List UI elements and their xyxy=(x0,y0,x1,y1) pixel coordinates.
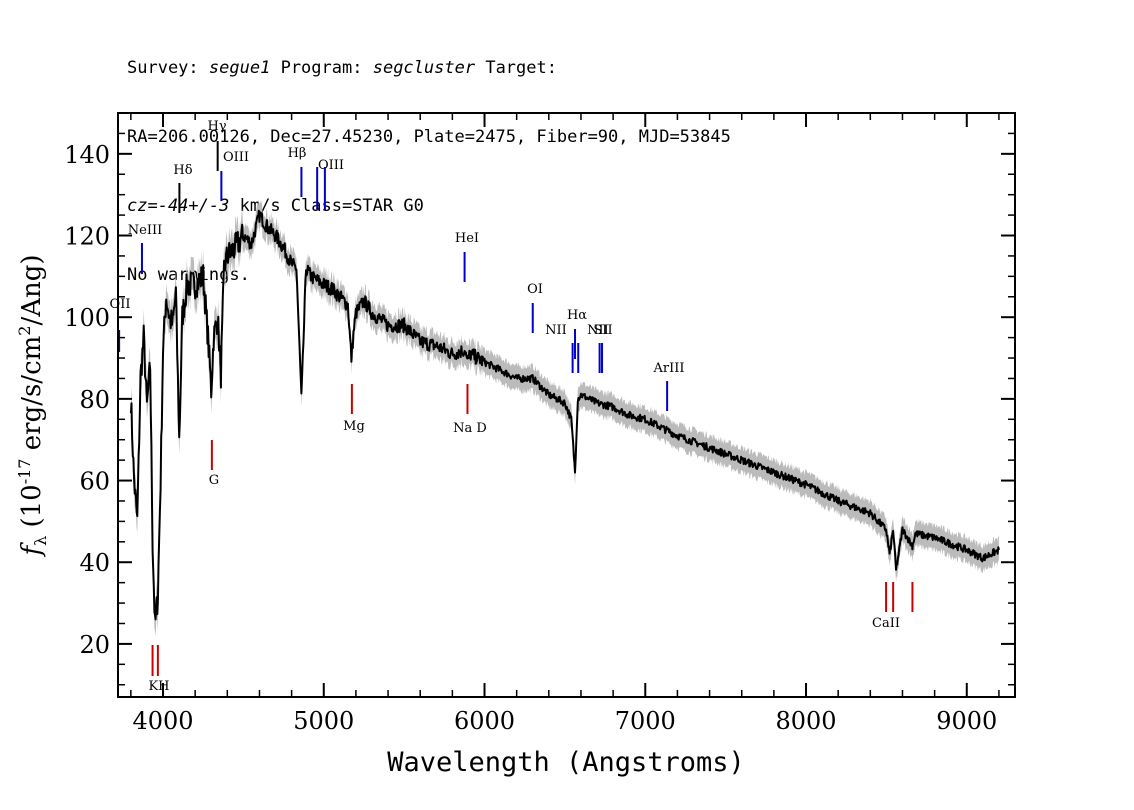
target-label: Target: xyxy=(485,58,557,78)
error-band-layer xyxy=(130,198,999,636)
spectrum-line-layer xyxy=(129,209,1000,621)
emission-label: OIII xyxy=(223,150,249,165)
x-tick-label: 6000 xyxy=(454,707,515,735)
y-axis-label: fλ (10-17 erg/s/cm2/Ang) xyxy=(15,254,50,557)
x-tick-label: 8000 xyxy=(775,707,836,735)
emission-label: Hβ xyxy=(288,146,307,161)
emission-label: SII xyxy=(593,323,612,338)
emission-label: OI xyxy=(527,282,543,297)
x-tick-label: 5000 xyxy=(293,707,354,735)
y-tick-label: 140 xyxy=(64,141,110,169)
y-tick-label: 100 xyxy=(64,304,110,332)
emission-label: OII xyxy=(110,297,131,312)
x-tick-label: 9000 xyxy=(936,707,997,735)
emission-label: Hα xyxy=(567,308,587,323)
emission-label: NII xyxy=(545,323,567,338)
x-tick-label: 4000 xyxy=(132,707,193,735)
plot-frame xyxy=(117,112,1016,698)
survey-label: Survey: xyxy=(127,58,199,78)
program-label: Program: xyxy=(280,58,363,78)
emission-label: Hδ xyxy=(173,163,192,178)
absorption-label: KH xyxy=(148,679,169,694)
spectrum-line xyxy=(129,209,1000,621)
cz-label: cz= xyxy=(127,196,158,216)
y-tick-label: 80 xyxy=(79,386,110,414)
error-band xyxy=(130,198,999,636)
program-value: segcluster xyxy=(372,58,476,78)
absorption-label: Mg xyxy=(343,419,365,434)
survey-value: segue1 xyxy=(208,58,271,78)
header-line-2: RA=206.00126, Dec=27.45230, Plate=2475, … xyxy=(127,127,731,147)
emission-label: HeI xyxy=(455,231,479,246)
emission-label: NeIII xyxy=(128,223,162,238)
emission-label: NII xyxy=(587,323,609,338)
spectrum-header: Survey: segue1 Program: segcluster Targe… xyxy=(127,11,731,310)
emission-label: ArIII xyxy=(652,361,684,376)
y-tick-label: 20 xyxy=(79,631,110,659)
cz-value: -44+/-3 xyxy=(157,196,230,216)
absorption-label: CaII xyxy=(872,616,900,631)
y-tick-label: 120 xyxy=(64,223,110,251)
emission-label: Hγ xyxy=(207,119,226,134)
emission-label: OIII xyxy=(318,158,344,173)
y-tick-label: 40 xyxy=(79,549,110,577)
x-tick-label: 7000 xyxy=(615,707,676,735)
absorption-label: Na D xyxy=(453,421,487,436)
header-line-1: Survey: segue1 Program: segcluster Targe… xyxy=(127,57,731,80)
x-axis-label: Wavelength (Angstroms) xyxy=(387,747,745,778)
y-tick-label: 60 xyxy=(79,468,110,496)
axis-ticks: 4000 5000 6000 7000 8000 9000 20 40 60 80 100 120 14… xyxy=(64,113,1015,735)
absorption-label: G xyxy=(209,473,219,488)
